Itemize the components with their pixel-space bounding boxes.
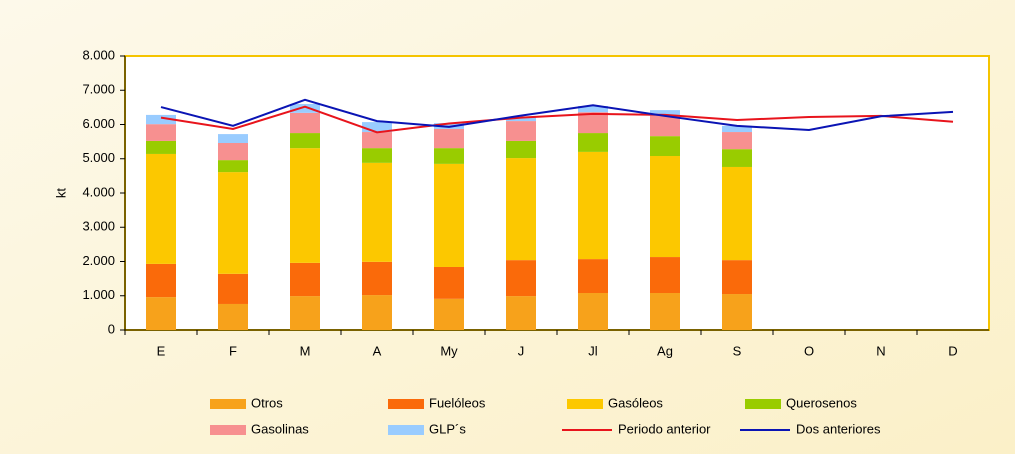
bar-segment [578,293,608,330]
bar-segment [578,112,608,134]
bar-segment [362,122,392,133]
legend-label: Periodo anterior [618,421,711,436]
bar-segment [146,140,176,154]
bar-segment [362,295,392,330]
x-tick-label: J [518,343,525,358]
x-tick-label: My [440,343,458,358]
bar-segment [434,266,464,299]
bar-segment [362,148,392,163]
y-tick-label: 5.000 [82,150,115,165]
legend-swatch [210,399,246,409]
bar-segment [722,166,752,261]
legend-label: Gasóleos [608,395,663,410]
x-tick-label: E [157,343,166,358]
legend-swatch [210,425,246,435]
bar-segment [722,260,752,295]
bar-segment [146,124,176,141]
bar-segment [578,259,608,294]
bar-segment [290,148,320,263]
bar-segment [722,125,752,133]
bar-segment [650,110,680,116]
bar-segment [362,162,392,262]
bar-segment [218,273,248,304]
bar-segment [146,153,176,264]
bar-segment [650,115,680,137]
x-tick-label: Ag [657,343,673,358]
bar-segment [434,148,464,164]
bar-segment [218,160,248,173]
y-tick-label: 4.000 [82,184,115,199]
y-tick-label: 8.000 [82,47,115,62]
line-series [160,105,954,134]
legend-label: Gasolinas [251,421,309,436]
x-tick-label: D [948,343,957,358]
legend-swatch [567,399,603,409]
bar-segment [506,140,536,159]
bar-segment [722,149,752,167]
bar-segment [650,156,680,258]
bar-segment [722,132,752,150]
bar-segment [290,112,320,134]
bar-segment [650,293,680,330]
legend-swatch [745,399,781,409]
y-axis-label: kt [53,188,68,199]
line-series [160,98,954,131]
bar-segment [290,262,320,297]
bar-segment [434,298,464,330]
x-tick-label: O [804,343,814,358]
y-tick-label: 3.000 [82,219,115,234]
bar-segment [146,114,176,125]
legend-label: Dos anteriores [796,421,881,436]
bar-segment [434,163,464,267]
bar-segment [434,128,464,149]
bar-segment [506,296,536,330]
bar-segment [218,172,248,274]
x-tick-label: S [733,343,742,358]
legend-swatch [388,399,424,409]
bar-segment [290,133,320,149]
legend-label: GLP´s [429,421,466,436]
bar-segment [506,260,536,297]
legend-label: Querosenos [786,395,857,410]
bar-segment [218,134,248,143]
bar-segment [722,294,752,330]
bar-segment [650,257,680,294]
plot-area [124,55,990,331]
bar-segment [362,261,392,296]
y-tick-label: 0 [108,321,115,336]
bar-segment [362,132,392,149]
bar-segment [146,297,176,330]
y-tick-label: 6.000 [82,116,115,131]
y-tick-label: 7.000 [82,82,115,97]
x-tick-label: Jl [588,343,598,358]
bar-segment [578,133,608,152]
bar-segment [506,121,536,141]
legend-label: Otros [251,395,283,410]
bar-segment [506,116,536,122]
bar-segment [650,136,680,157]
x-tick-label: F [229,343,237,358]
x-tick-label: N [876,343,885,358]
legend-label: Fuelóleos [429,395,486,410]
bar-segment [578,151,608,260]
y-tick-label: 2.000 [82,253,115,268]
bar-segment [506,158,536,261]
bar-segment [218,142,248,161]
bar-segment [290,296,320,330]
x-tick-label: A [373,343,382,358]
bar-segment [218,303,248,330]
bar-segment [146,263,176,298]
y-tick-label: 1.000 [82,287,115,302]
legend-swatch [388,425,424,435]
x-tick-label: M [300,343,311,358]
bar-segment [290,103,320,113]
bar-segment [578,106,608,113]
